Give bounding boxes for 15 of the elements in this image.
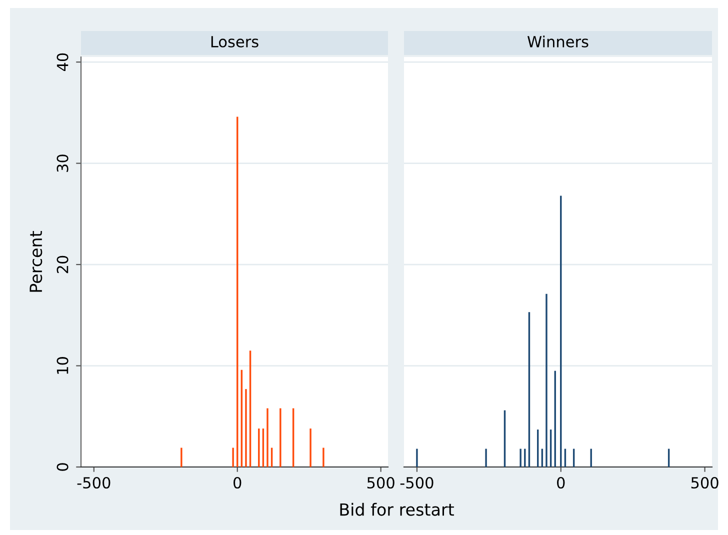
x-axis-title: Bid for restart <box>340 502 454 516</box>
x-tick-label: -500 <box>77 476 110 489</box>
chart-title: Winners <box>528 36 588 48</box>
y-tick-label: 0 <box>56 463 68 471</box>
y-axis-title: Percent <box>30 231 42 292</box>
y-tick-label: 30 <box>56 154 68 172</box>
x-tick-label: 0 <box>557 476 565 489</box>
x-tick-label: -500 <box>400 476 434 489</box>
x-tick-label: 500 <box>691 476 718 489</box>
y-tick-label: 40 <box>56 53 68 72</box>
x-tick-label: 500 <box>367 476 394 489</box>
y-tick-label: 20 <box>56 256 68 274</box>
x-tick-label: 0 <box>234 476 242 489</box>
y-tick-label: 10 <box>56 357 68 374</box>
chart-title: Losers <box>211 36 258 48</box>
